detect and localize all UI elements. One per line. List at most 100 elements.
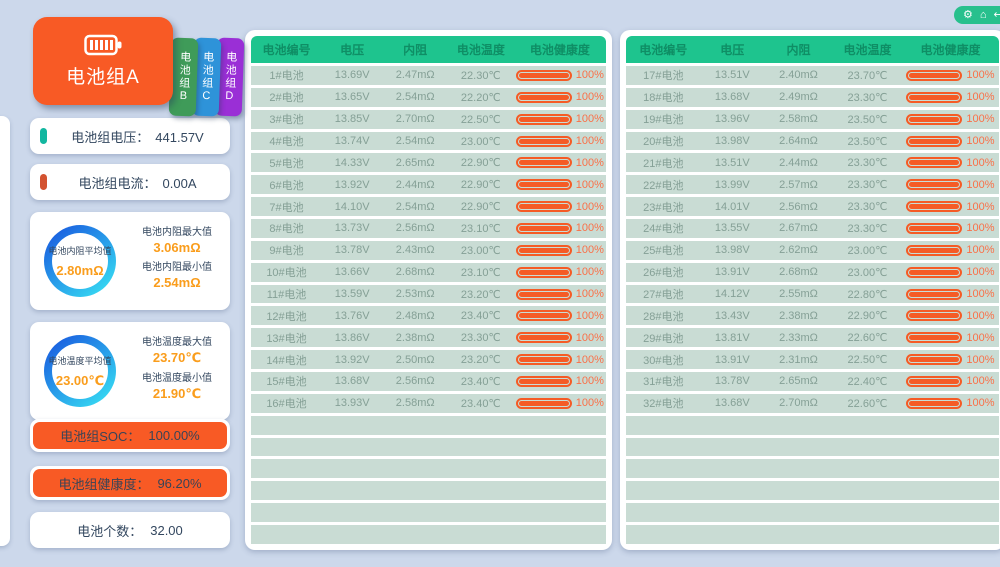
table-cell: 2.55mΩ	[779, 288, 818, 301]
health-bar-fill	[909, 182, 960, 188]
table-cell: 24#电池	[643, 223, 684, 236]
health-percent: 100%	[966, 331, 995, 344]
table-cell: 2.31mΩ	[779, 353, 818, 366]
table-cell: 13.78V	[714, 375, 750, 388]
battery-count-card: 电池个数： 32.00	[30, 512, 230, 548]
table-cell: 10#电池	[266, 267, 307, 280]
temperature-max-label: 电池温度最大值	[142, 337, 212, 348]
resistance-min-value: 2.54mΩ	[153, 275, 201, 290]
table-row: 23#电池 14.01V 2.56mΩ 23.30℃ 100%	[626, 197, 999, 217]
pack-voltage-card: 电池组电压： 441.57V	[30, 118, 230, 154]
table-cell: 2.33mΩ	[779, 331, 818, 344]
table-cell: 2#电池	[269, 92, 304, 105]
table-cell: 9#电池	[269, 245, 304, 258]
health-cell: 100%	[902, 266, 999, 278]
table-row: 24#电池 13.55V 2.67mΩ 23.30℃ 100%	[626, 219, 999, 238]
pack-voltage-value: 441.57V	[155, 129, 204, 145]
health-bar-fill	[909, 204, 960, 210]
table-row-empty	[251, 503, 606, 523]
table-cell: 13.51V	[714, 69, 750, 82]
health-bar-fill	[909, 378, 960, 384]
health-percent: 100%	[966, 69, 995, 82]
health-bar	[906, 354, 963, 366]
table-cell: 6#电池	[269, 179, 304, 192]
home-icon[interactable]: ⌂	[979, 8, 987, 21]
health-percent: 100%	[575, 375, 604, 388]
table-cell: 30#电池	[643, 354, 684, 367]
gear-icon[interactable]: ⚙	[963, 8, 973, 21]
health-percent: 100%	[575, 156, 604, 169]
soc-inner: 电池组SOC： 100.00%	[33, 422, 227, 449]
table-cell: 23.40℃	[460, 375, 501, 388]
table-cell: 2.56mΩ	[395, 222, 435, 235]
health-percent: 100%	[575, 244, 604, 257]
column-header: 电压	[720, 43, 745, 57]
table-cell: 23.00℃	[460, 135, 501, 148]
table-row: 29#电池 13.81V 2.33mΩ 22.60℃ 100%	[626, 328, 999, 348]
table-cell: 2.44mΩ	[395, 178, 435, 191]
resistance-avg-label: 电池内阻平均值	[48, 246, 112, 256]
table-row: 14#电池 13.92V 2.50mΩ 23.20℃ 100%	[251, 350, 606, 370]
health-bar	[906, 135, 963, 147]
table-cell: 2.58mΩ	[395, 397, 435, 410]
table-row-empty	[251, 525, 606, 544]
table-cell: 4#电池	[269, 136, 304, 148]
table-cell: 14.10V	[334, 200, 370, 213]
tab-group-a-active[interactable]: 电池组A	[33, 17, 173, 105]
table-row: 17#电池 13.51V 2.40mΩ 23.70℃ 100%	[626, 66, 999, 85]
table-row-empty	[626, 525, 999, 544]
table-row: 27#电池 14.12V 2.55mΩ 22.80℃ 100%	[626, 284, 999, 304]
battery-count-value: 32.00	[150, 522, 183, 538]
table-cell: 13.69V	[334, 69, 370, 82]
table-cell: 19#电池	[643, 114, 684, 127]
window-toolbar: ⚙ ⌂ ↩	[954, 6, 1000, 24]
health-inner: 电池组健康度： 96.20%	[33, 469, 227, 497]
back-icon[interactable]: ↩	[993, 8, 1000, 21]
health-cell: 100%	[514, 332, 606, 344]
table-cell: 23.40℃	[460, 397, 501, 410]
table-cell: 2.56mΩ	[395, 375, 435, 388]
health-bar-fill	[518, 247, 569, 253]
health-bar-fill	[518, 335, 569, 341]
battery-group-tabs: 电池组B 电池组C 电池组D 电池组A	[28, 14, 245, 117]
table-cell: 27#电池	[643, 289, 684, 302]
table-row: 21#电池 13.51V 2.44mΩ 23.30℃ 100%	[626, 153, 999, 173]
resistance-avg-value: 2.80mΩ	[56, 263, 104, 278]
health-bar-fill	[909, 138, 960, 144]
table-cell: 32#电池	[643, 398, 684, 411]
table-cell: 23.50℃	[847, 113, 888, 126]
temperature-gauge-card: 电池温度平均值 23.00℃ 电池温度最大值 23.70℃ 电池温度最小值 21…	[30, 322, 230, 420]
table-cell: 7#电池	[269, 201, 304, 214]
table-row: 18#电池 13.68V 2.49mΩ 23.30℃ 100%	[626, 87, 999, 107]
table-cell: 2.44mΩ	[779, 156, 818, 169]
temperature-avg-label: 电池温度平均值	[48, 355, 112, 366]
column-header: 电池温度	[843, 43, 892, 57]
health-percent: 100%	[966, 135, 995, 147]
resistance-minmax: 电池内阻最大值 3.06mΩ 电池内阻最小值 2.54mΩ	[130, 220, 224, 290]
table-cell: 23#电池	[643, 201, 684, 214]
health-bar	[515, 91, 572, 103]
table-cell: 13.91V	[714, 353, 750, 366]
column-header: 内阻	[786, 43, 811, 57]
health-bar	[906, 113, 963, 125]
health-bar-fill	[909, 269, 960, 275]
health-percent: 100%	[966, 91, 995, 104]
table-cell: 13.68V	[714, 397, 750, 410]
table-row: 15#电池 13.68V 2.56mΩ 23.40℃ 100%	[251, 372, 606, 391]
tab-group-c-label: 电池组C	[200, 50, 214, 104]
health-percent: 100%	[575, 309, 604, 322]
health-cell: 100%	[902, 201, 999, 213]
table-cell: 2.38mΩ	[395, 331, 435, 344]
table-cell: 13.92V	[334, 178, 370, 191]
temperature-max-value: 23.70℃	[152, 350, 202, 365]
health-percent: 100%	[575, 222, 604, 235]
health-bar-fill	[909, 357, 960, 363]
table-cell: 1#电池	[269, 70, 304, 83]
health-bar	[906, 310, 963, 322]
health-cell: 100%	[514, 244, 606, 256]
health-percent: 100%	[575, 91, 604, 104]
tab-group-b[interactable]: 电池组B	[168, 37, 199, 117]
health-bar	[515, 179, 572, 191]
health-bar	[906, 397, 963, 409]
table-cell: 29#电池	[643, 332, 684, 345]
